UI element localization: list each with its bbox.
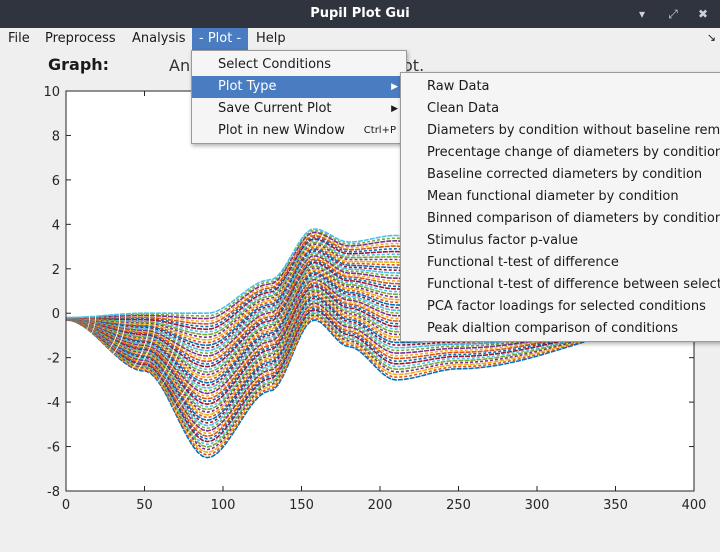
data-series-line xyxy=(65,290,693,414)
data-series-line xyxy=(65,304,693,435)
plot-type-percentage-change[interactable]: Precentage change of diameters by condit… xyxy=(427,145,720,160)
plot-dropdown: Select Conditions Plot Type ▶ Save Curren… xyxy=(191,50,407,144)
x-tick-label: 300 xyxy=(525,498,550,513)
menu-item-label: Save Current Plot xyxy=(218,101,332,116)
data-series-line xyxy=(65,275,693,389)
data-series-line xyxy=(65,270,693,381)
x-tick-label: 350 xyxy=(603,498,628,513)
plot-type-submenu: Raw Data Clean Data Diameters by conditi… xyxy=(400,72,720,342)
menu-help[interactable]: Help xyxy=(256,31,286,46)
x-tick-label: 100 xyxy=(211,498,236,513)
x-tick-label: 250 xyxy=(446,498,471,513)
data-series-line xyxy=(65,300,693,430)
menu-item-save-plot[interactable]: Save Current Plot ▶ xyxy=(192,98,406,120)
menu-plot[interactable]: - Plot - xyxy=(192,28,249,50)
data-series-line xyxy=(65,309,693,443)
data-series-line xyxy=(66,248,693,347)
y-tick-label: 6 xyxy=(52,174,60,189)
menu-analysis[interactable]: Analysis xyxy=(132,31,186,46)
plot-type-functional-ttest-selected[interactable]: Functional t-test of difference between … xyxy=(427,277,720,292)
plot-type-peak-dilation[interactable]: Peak dialtion comparison of conditions xyxy=(427,321,679,336)
data-series-line xyxy=(66,236,693,328)
resize-corner-icon[interactable]: ↘ xyxy=(706,31,716,44)
plot-type-binned-comparison[interactable]: Binned comparison of diameters by condit… xyxy=(427,211,720,226)
plot-type-mean-functional[interactable]: Mean functional diameter by condition xyxy=(427,189,679,204)
plot-type-stimulus-pvalue[interactable]: Stimulus factor p-value xyxy=(427,233,578,248)
menu-item-select-conditions[interactable]: Select Conditions xyxy=(192,54,406,76)
y-tick-label: 4 xyxy=(52,218,60,233)
menu-item-label: Select Conditions xyxy=(218,57,332,72)
plot-type-functional-ttest[interactable]: Functional t-test of difference xyxy=(427,255,619,270)
restore-icon[interactable]: ⤢ xyxy=(668,7,678,21)
submenu-arrow-icon: ▶ xyxy=(391,104,398,114)
info-text-tail: ot. xyxy=(403,56,425,75)
info-text: An xyxy=(169,56,191,75)
plot-type-pca-loadings[interactable]: PCA factor loadings for selected conditi… xyxy=(427,299,706,314)
y-tick-label: 2 xyxy=(52,263,60,278)
window-title: Pupil Plot Gui xyxy=(310,6,410,21)
y-tick-label: -8 xyxy=(47,485,60,500)
data-series-line xyxy=(65,266,693,376)
x-tick-label: 0 xyxy=(62,498,70,513)
graph-label: Graph: xyxy=(48,55,110,74)
menu-file[interactable]: File xyxy=(8,31,30,46)
data-series-line xyxy=(65,255,693,357)
x-tick-label: 400 xyxy=(682,498,707,513)
title-bar: Pupil Plot Gui ▾ ⤢ ✖ xyxy=(0,0,720,28)
minimize-icon[interactable]: ▾ xyxy=(638,7,646,21)
y-tick-label: 10 xyxy=(43,85,60,100)
x-tick-label: 150 xyxy=(289,498,314,513)
menu-preprocess[interactable]: Preprocess xyxy=(45,31,116,46)
x-tick-label: 50 xyxy=(136,498,153,513)
plot-type-baseline-corrected[interactable]: Baseline corrected diameters by conditio… xyxy=(427,167,703,182)
data-series-line xyxy=(65,317,693,456)
data-series-line xyxy=(65,253,693,355)
menu-item-plot-type[interactable]: Plot Type ▶ xyxy=(192,76,406,98)
submenu-arrow-icon: ▶ xyxy=(391,82,398,92)
plot-type-clean-data[interactable]: Clean Data xyxy=(427,101,500,116)
plot-type-no-baseline[interactable]: Diameters by condition without baseline … xyxy=(427,123,720,138)
y-tick-label: -2 xyxy=(47,352,60,367)
y-tick-label: -6 xyxy=(47,441,60,456)
menu-bar: File Preprocess Analysis - Plot - Help ↘ xyxy=(0,28,720,50)
data-series-line xyxy=(66,229,693,319)
y-tick-label: 0 xyxy=(52,307,60,322)
menu-item-label: Plot in new Window xyxy=(218,123,345,138)
data-series-line xyxy=(66,234,693,325)
menu-item-label: Plot Type xyxy=(218,79,277,94)
y-tick-label: -4 xyxy=(47,396,60,411)
plot-type-raw-data[interactable]: Raw Data xyxy=(427,79,490,94)
close-icon[interactable]: ✖ xyxy=(697,7,709,21)
x-tick-label: 200 xyxy=(368,498,393,513)
menu-item-plot-new-window[interactable]: Plot in new Window Ctrl+P xyxy=(192,120,406,142)
shortcut-label: Ctrl+P xyxy=(363,125,396,136)
y-tick-label: 8 xyxy=(52,129,60,144)
data-series-line xyxy=(65,246,693,344)
